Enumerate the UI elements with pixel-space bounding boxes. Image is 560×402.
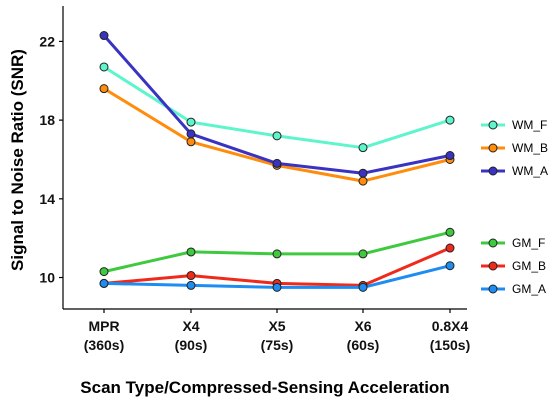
data-point-gm-a bbox=[358, 282, 368, 292]
data-point-wm-f bbox=[445, 115, 455, 125]
x-tick-label: X5 bbox=[268, 318, 285, 334]
data-point-gm-a bbox=[186, 280, 196, 290]
legend-label-wm-f: WM_F bbox=[512, 118, 547, 132]
data-point-wm-a bbox=[99, 31, 109, 41]
x-tick-sublabel: (75s) bbox=[261, 337, 294, 353]
y-tick-label: 10 bbox=[39, 270, 55, 286]
data-point-gm-a bbox=[99, 278, 109, 288]
data-point-gm-f bbox=[99, 267, 109, 277]
legend-key-point-wm-b bbox=[488, 143, 498, 153]
legend-label-gm-a: GM_A bbox=[512, 282, 546, 296]
legend-key-point-gm-b bbox=[488, 261, 498, 271]
x-tick-sublabel: (150s) bbox=[430, 337, 470, 353]
x-axis-title: Scan Type/Compressed-Sensing Acceleratio… bbox=[80, 378, 449, 397]
data-point-gm-f bbox=[445, 227, 455, 237]
y-ticks: 10 14 18 22 bbox=[39, 33, 63, 286]
legend-label-gm-b: GM_B bbox=[512, 259, 546, 273]
data-point-gm-f bbox=[186, 247, 196, 257]
x-tick-label: 0.8X4 bbox=[432, 318, 469, 334]
data-point-wm-b bbox=[186, 137, 196, 147]
data-point-gm-a bbox=[272, 282, 282, 292]
data-point-wm-a bbox=[272, 158, 282, 168]
data-point-gm-f bbox=[272, 249, 282, 259]
legend-key-point-wm-a bbox=[488, 166, 498, 176]
x-tick-sublabel: (60s) bbox=[347, 337, 380, 353]
data-point-wm-a bbox=[186, 129, 196, 139]
legend-label-wm-a: WM_A bbox=[512, 164, 548, 178]
data-point-wm-b bbox=[99, 84, 109, 94]
data-point-gm-b bbox=[186, 271, 196, 281]
series-line-wm-a bbox=[102, 34, 452, 175]
legend-label-wm-b: WM_B bbox=[512, 141, 548, 155]
legend-key-point-gm-a bbox=[488, 284, 498, 294]
data-point-gm-a bbox=[445, 261, 455, 271]
y-tick-label: 18 bbox=[39, 112, 55, 128]
data-point-wm-f bbox=[99, 62, 109, 72]
x-tick-label: X6 bbox=[354, 318, 371, 334]
series-points bbox=[99, 31, 455, 292]
legend: WM_F WM_B WM_A GM_F GM_B GM_A bbox=[481, 118, 548, 296]
data-point-wm-f bbox=[272, 131, 282, 141]
data-point-gm-f bbox=[358, 249, 368, 259]
y-tick-label: 22 bbox=[39, 33, 55, 49]
data-point-wm-a bbox=[445, 151, 455, 161]
axes bbox=[62, 6, 467, 310]
y-tick-label: 14 bbox=[39, 191, 55, 207]
y-axis-title: Signal to Noise Ratio (SNR) bbox=[8, 49, 27, 271]
data-point-wm-b bbox=[358, 176, 368, 186]
data-point-gm-b bbox=[445, 243, 455, 253]
x-tick-label: X4 bbox=[182, 318, 199, 334]
x-tick-sublabel: (90s) bbox=[175, 337, 208, 353]
x-tick-sublabel: (360s) bbox=[84, 337, 124, 353]
legend-label-gm-f: GM_F bbox=[512, 236, 545, 250]
x-ticks: MPR (360s) X4 (90s) X5 (75s) X6 (60s) 0.8X4 (150s… bbox=[84, 309, 470, 353]
x-tick-label: MPR bbox=[88, 318, 119, 334]
data-point-wm-f bbox=[358, 143, 368, 153]
legend-key-point-wm-f bbox=[488, 120, 498, 130]
data-point-wm-f bbox=[186, 117, 196, 127]
legend-key-point-gm-f bbox=[488, 238, 498, 248]
data-point-wm-a bbox=[358, 168, 368, 178]
